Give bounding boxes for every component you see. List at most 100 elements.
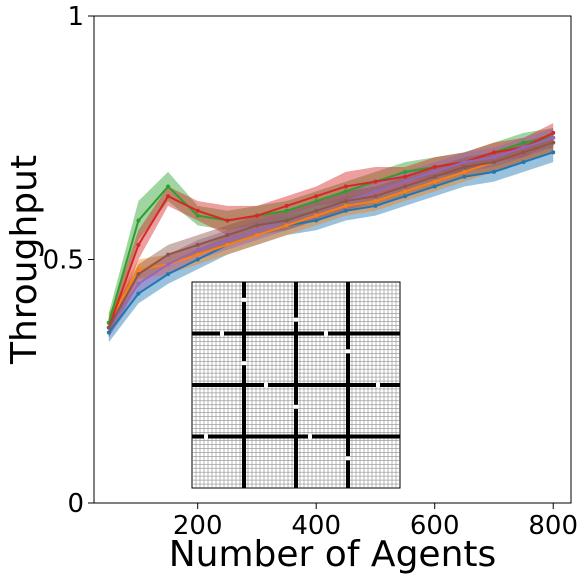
series-6-point <box>225 233 230 238</box>
series-6-point <box>314 208 319 213</box>
inset-wall-row <box>192 383 400 387</box>
series-4-point <box>136 242 141 247</box>
series-6-point <box>284 218 289 223</box>
x-tick-label: 200 <box>173 511 223 541</box>
series-6-point <box>432 174 437 179</box>
series-5-point <box>136 281 141 286</box>
series-1-point <box>166 272 171 277</box>
inset-wall-gap <box>346 456 350 461</box>
inset-wall-gap <box>376 383 380 387</box>
series-4-line <box>107 131 554 329</box>
y-axis-ticks: 00.51 <box>43 2 94 519</box>
series-3-point <box>314 199 319 204</box>
series-5-point <box>432 169 437 174</box>
series-5-point <box>403 179 408 184</box>
series-5-point <box>195 247 200 252</box>
series-5-point <box>551 135 556 140</box>
series-1-point <box>373 203 378 208</box>
series-6-point <box>195 242 200 247</box>
inset-wall-row <box>192 331 400 336</box>
series-4-point <box>195 208 200 213</box>
series-6-point <box>136 272 141 277</box>
series-4-point <box>166 194 171 199</box>
series-6-line <box>107 141 554 329</box>
series-2-point <box>254 233 259 238</box>
series-1-point <box>521 160 526 165</box>
series-3-point <box>136 218 141 223</box>
inset-wall-gap <box>294 317 298 322</box>
y-tick-label: 0.5 <box>43 246 84 276</box>
inset-wall-row <box>192 434 400 439</box>
series-1-point <box>314 218 319 223</box>
series-1-point <box>106 330 111 335</box>
series-5-point <box>491 155 496 160</box>
inset-wall-gap <box>220 331 224 336</box>
series-2-point <box>343 203 348 208</box>
series-1-line <box>108 151 554 334</box>
series-6-point <box>373 194 378 199</box>
series-3-point <box>343 189 348 194</box>
series-2-point <box>403 189 408 194</box>
series-1-point <box>432 184 437 189</box>
series-5-point <box>166 262 171 267</box>
series-5-point <box>521 145 526 150</box>
series-2-line <box>107 141 554 324</box>
inset-wall-gap <box>264 383 268 387</box>
series-3-point <box>195 213 200 218</box>
series-1-point <box>343 208 348 213</box>
series-4-point <box>254 213 259 218</box>
series-3-point <box>521 140 526 145</box>
series-5-point <box>373 189 378 194</box>
inset-wall-gap <box>204 434 208 439</box>
series-1-point <box>551 150 556 155</box>
series-3-point <box>284 208 289 213</box>
x-axis-ticks: 200 400 600 800 <box>173 503 578 541</box>
series-4-point <box>373 179 378 184</box>
inset-wall-gap <box>242 361 246 366</box>
series-6-point <box>462 164 467 169</box>
series-6-point <box>551 140 556 145</box>
inset-wall-gap <box>294 404 298 409</box>
series-5-point <box>254 228 259 233</box>
series-3-point <box>166 184 171 189</box>
series-2-point <box>225 242 230 247</box>
series-2-point <box>373 199 378 204</box>
series-2-point <box>314 213 319 218</box>
series-2-point <box>432 179 437 184</box>
series-1-point <box>491 169 496 174</box>
y-tick-label: 0 <box>67 489 84 519</box>
series-6-point <box>343 199 348 204</box>
series-4-point <box>491 150 496 155</box>
series-2-point <box>462 169 467 174</box>
series-4-band <box>108 123 554 338</box>
series-4-point <box>284 203 289 208</box>
series-1-band <box>108 142 554 343</box>
series-1-point <box>462 174 467 179</box>
series-2-band <box>108 132 554 333</box>
series-6-point <box>491 160 496 165</box>
inset-wall-gap <box>308 434 312 439</box>
x-tick-label: 600 <box>410 511 460 541</box>
series-2-point <box>195 252 200 257</box>
y-tick-label: 1 <box>67 2 84 32</box>
series-1-point <box>195 257 200 262</box>
series-4-point <box>403 174 408 179</box>
inset-wall-gap <box>242 297 246 302</box>
series-2-point <box>136 267 141 272</box>
series-5-point <box>462 160 467 165</box>
series-6-point <box>521 150 526 155</box>
series-2-point <box>284 223 289 228</box>
y-axis-label: Throughput <box>4 155 45 365</box>
inset-wall-gap <box>346 349 350 354</box>
x-tick-label: 800 <box>528 511 578 541</box>
x-tick-label: 400 <box>291 511 341 541</box>
series-6-point <box>254 223 259 228</box>
series-6-point <box>106 325 111 330</box>
series-4-point <box>432 164 437 169</box>
series-6-point <box>403 184 408 189</box>
series-1-point <box>136 291 141 296</box>
series-4-point <box>225 218 230 223</box>
series-lines <box>106 130 556 335</box>
series-4-point <box>343 184 348 189</box>
